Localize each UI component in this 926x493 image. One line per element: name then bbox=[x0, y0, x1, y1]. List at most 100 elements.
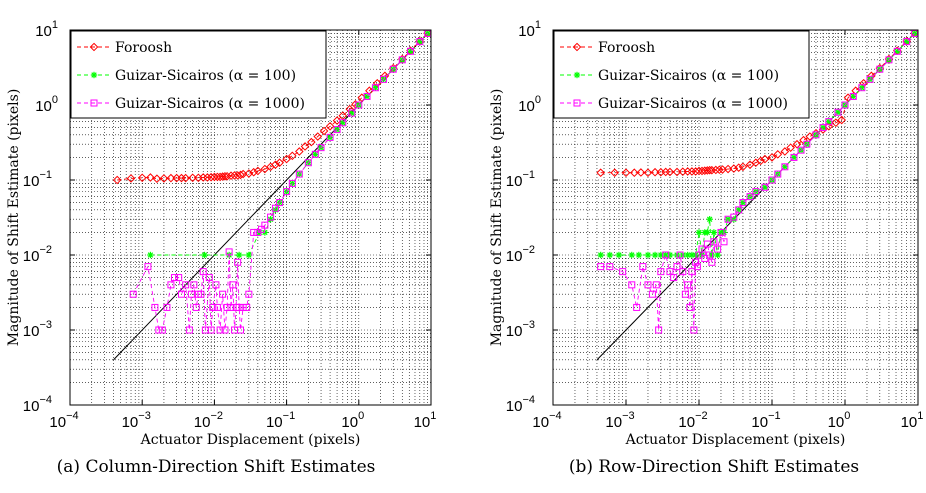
panel-b: 10−4 10−3 10−2 10−1 100 101 10−4 10−3 10−2 10−1 10… bbox=[489, 19, 923, 477]
data-point-diamond bbox=[372, 78, 382, 88]
data-point-square bbox=[684, 281, 692, 289]
data-point-square bbox=[267, 213, 275, 221]
series-line bbox=[600, 33, 915, 331]
y-tick-label: 10−4 bbox=[23, 394, 52, 415]
data-point-diamond bbox=[792, 139, 802, 149]
data-point-square bbox=[288, 179, 296, 187]
legend-box bbox=[70, 30, 327, 119]
data-point-asterisk bbox=[644, 251, 652, 259]
data-point-diamond bbox=[112, 175, 122, 185]
data-point-square bbox=[190, 281, 198, 289]
x-tick-label: 100 bbox=[828, 410, 851, 431]
data-point-square bbox=[876, 65, 884, 73]
data-point-square bbox=[182, 281, 190, 289]
data-point-square bbox=[681, 290, 689, 298]
x-tick-label: 10−2 bbox=[678, 410, 707, 431]
data-point-square bbox=[170, 274, 178, 282]
data-point-diamond bbox=[596, 168, 605, 178]
data-point-diamond bbox=[220, 172, 230, 181]
data-point-square bbox=[355, 101, 363, 109]
data-point-square bbox=[768, 176, 776, 184]
data-point-diamond bbox=[181, 173, 190, 183]
data-point-square bbox=[690, 326, 698, 334]
data-point-square bbox=[834, 108, 842, 116]
data-point-square bbox=[774, 170, 782, 178]
legend-b: Foroosh Guizar-Sicairos (α = 100) Guizar-S… bbox=[553, 30, 810, 119]
data-point-square bbox=[311, 150, 319, 158]
y-tick-label: 10−3 bbox=[506, 319, 535, 340]
data-point-square bbox=[158, 326, 166, 334]
data-point-diamond bbox=[621, 168, 631, 178]
data-point-asterisk bbox=[245, 251, 253, 259]
y-tick-label: 10−2 bbox=[23, 244, 52, 265]
data-point-square bbox=[803, 140, 811, 148]
legend-marker-asterisk bbox=[90, 71, 98, 79]
legend-entry: Guizar-Sicairos (α = 100) bbox=[598, 68, 779, 84]
data-point-diamond bbox=[786, 143, 795, 152]
data-point-square bbox=[673, 263, 681, 271]
data-point-asterisk bbox=[724, 216, 732, 223]
data-point-square bbox=[781, 163, 789, 171]
data-point-asterisk bbox=[651, 251, 659, 259]
data-point-asterisk bbox=[147, 251, 154, 259]
series-line bbox=[150, 33, 429, 256]
legend-marker-diamond bbox=[89, 42, 99, 52]
data-point-square bbox=[597, 263, 605, 271]
data-point-asterisk bbox=[695, 229, 703, 236]
data-point-square bbox=[746, 193, 754, 201]
data-point-diamond bbox=[636, 168, 646, 177]
data-point-square bbox=[234, 258, 242, 266]
data-point-diamond bbox=[137, 173, 147, 183]
y-axis-label-b: Magnitude of Shift Estimate (pixels) bbox=[489, 89, 505, 347]
data-point-asterisk bbox=[735, 206, 742, 214]
data-point-square bbox=[666, 268, 674, 276]
data-point-square bbox=[893, 47, 901, 55]
data-point-diamond bbox=[715, 165, 724, 175]
data-point-diamond bbox=[767, 153, 777, 162]
data-point-diamond bbox=[691, 167, 700, 176]
data-point-square bbox=[885, 56, 893, 64]
data-point-square bbox=[662, 251, 670, 259]
data-point-square bbox=[706, 251, 714, 259]
data-point-asterisk bbox=[706, 216, 713, 223]
data-point-square bbox=[223, 303, 231, 311]
data-point-diamond bbox=[831, 118, 841, 128]
data-point-diamond bbox=[837, 115, 846, 125]
data-point-square bbox=[192, 303, 200, 311]
data-point-square bbox=[720, 238, 728, 246]
x-tick-label: 10−2 bbox=[194, 410, 223, 431]
x-tick-label: 10−1 bbox=[751, 410, 780, 431]
data-point-square bbox=[644, 281, 652, 289]
data-point-square bbox=[686, 303, 694, 311]
data-point-diamond bbox=[650, 167, 660, 177]
data-point-square bbox=[717, 228, 725, 236]
data-point-square bbox=[163, 303, 171, 311]
legend-entry: Foroosh bbox=[598, 40, 655, 56]
data-point-diamond bbox=[159, 174, 169, 183]
data-point-diamond bbox=[210, 172, 219, 182]
x-tick-label: 10−3 bbox=[122, 410, 151, 431]
data-point-diamond bbox=[707, 165, 717, 175]
data-point-diamond bbox=[260, 164, 270, 174]
data-point-square bbox=[819, 124, 827, 132]
data-point-square bbox=[304, 159, 312, 167]
data-point-diamond bbox=[300, 142, 310, 151]
data-point-square bbox=[197, 290, 205, 298]
data-point-diamond bbox=[244, 169, 254, 178]
data-point-diamond bbox=[275, 158, 284, 168]
data-point-square bbox=[216, 326, 224, 334]
x-tick-label: 10−4 bbox=[532, 410, 561, 431]
data-point-square bbox=[703, 240, 711, 248]
grid-a bbox=[70, 30, 431, 405]
y-tick-label: 10−2 bbox=[506, 244, 535, 265]
data-point-square bbox=[812, 131, 820, 139]
data-point-square bbox=[628, 281, 636, 289]
data-point-square bbox=[219, 290, 227, 298]
data-point-asterisk bbox=[597, 251, 604, 259]
data-point-diamond bbox=[665, 167, 675, 177]
data-point-square bbox=[714, 245, 722, 253]
legend-marker-square bbox=[90, 99, 98, 107]
x-tick-label: 10−3 bbox=[605, 410, 634, 431]
data-point-square bbox=[633, 303, 641, 311]
